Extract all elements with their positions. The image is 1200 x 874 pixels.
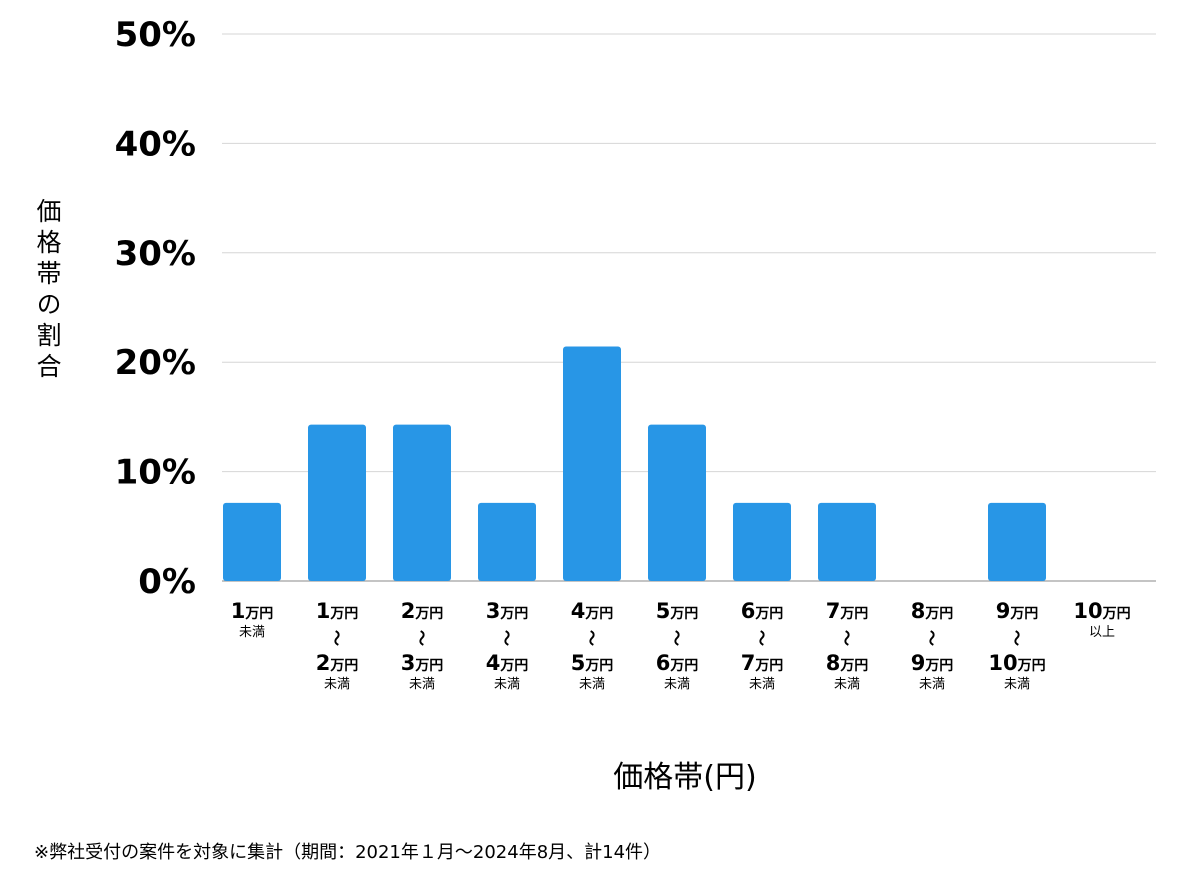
x-tick-separator: 〜 xyxy=(922,630,941,646)
x-tick-separator: 〜 xyxy=(667,630,686,646)
x-tick-label: 3万円 xyxy=(486,599,529,623)
x-tick-separator: 〜 xyxy=(582,630,601,646)
x-tick-separator: 〜 xyxy=(752,630,771,646)
x-tick-separator: 〜 xyxy=(412,630,431,646)
y-axis-label: 価格帯の割合 xyxy=(33,198,62,384)
y-tick-label: 0% xyxy=(138,562,196,602)
bar xyxy=(818,502,876,581)
y-tick-label: 50% xyxy=(115,15,196,55)
x-tick-label: 9万円 xyxy=(911,651,954,675)
x-tick-sublabel: 未満 xyxy=(239,625,265,640)
x-tick-sublabel: 未満 xyxy=(409,677,435,692)
x-tick-label: 10万円 xyxy=(988,651,1045,675)
x-tick-label: 2万円 xyxy=(316,651,359,675)
x-tick-label: 4万円 xyxy=(571,599,614,623)
x-tick-label: 5万円 xyxy=(571,651,614,675)
x-tick-sublabel: 未満 xyxy=(834,677,860,692)
bar xyxy=(648,424,706,581)
bar xyxy=(308,424,366,581)
x-tick-sublabel: 未満 xyxy=(579,677,605,692)
x-axis-label: 価格帯(円) xyxy=(613,760,757,795)
x-tick-label: 6万円 xyxy=(656,651,699,675)
x-tick-sublabel: 未満 xyxy=(664,677,690,692)
bar xyxy=(563,346,621,581)
x-tick-label: 9万円 xyxy=(996,599,1039,623)
x-tick-label: 7万円 xyxy=(826,599,869,623)
x-tick-sublabel: 未満 xyxy=(749,677,775,692)
x-tick-sublabel: 以上 xyxy=(1089,625,1115,640)
x-tick-label: 8万円 xyxy=(826,651,869,675)
bar xyxy=(393,424,451,581)
bar xyxy=(478,502,536,581)
x-tick-sublabel: 未満 xyxy=(324,677,350,692)
x-tick-separator: 〜 xyxy=(837,630,856,646)
bar xyxy=(733,502,791,581)
y-tick-label: 20% xyxy=(115,343,196,383)
bar xyxy=(988,502,1046,581)
x-tick-label: 8万円 xyxy=(911,599,954,623)
x-tick-sublabel: 未満 xyxy=(919,677,945,692)
y-tick-label: 30% xyxy=(115,234,196,274)
x-tick-label: 1万円 xyxy=(231,599,274,623)
x-tick-label: 10万円 xyxy=(1073,599,1130,623)
x-tick-separator: 〜 xyxy=(327,630,346,646)
x-tick-label: 5万円 xyxy=(656,599,699,623)
x-tick-label: 4万円 xyxy=(486,651,529,675)
x-tick-separator: 〜 xyxy=(497,630,516,646)
bar xyxy=(223,502,281,581)
footnote: ※弊社受付の案件を対象に集計（期間：2021年１月〜2024年8月、計14件） xyxy=(34,842,662,863)
x-tick-separator: 〜 xyxy=(1007,630,1026,646)
y-tick-label: 40% xyxy=(115,124,196,164)
x-tick-sublabel: 未満 xyxy=(494,677,520,692)
x-tick-label: 6万円 xyxy=(741,599,784,623)
y-tick-label: 10% xyxy=(115,453,196,493)
x-tick-label: 1万円 xyxy=(316,599,359,623)
x-tick-label: 2万円 xyxy=(401,599,444,623)
x-tick-label: 3万円 xyxy=(401,651,444,675)
x-tick-sublabel: 未満 xyxy=(1004,677,1030,692)
x-tick-label: 7万円 xyxy=(741,651,784,675)
